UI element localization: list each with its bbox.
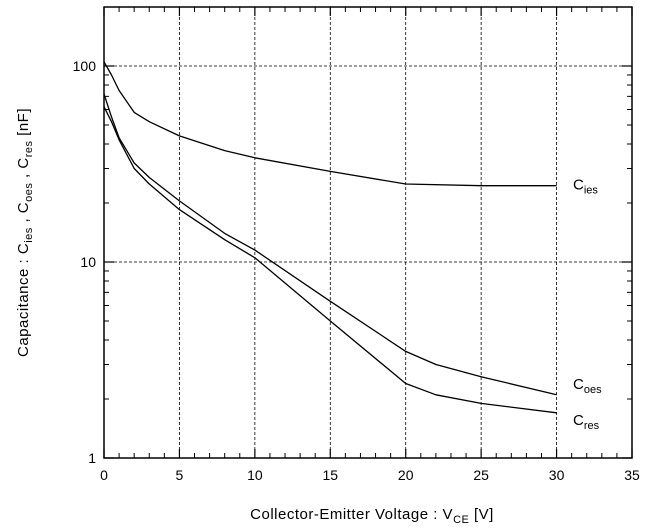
y-axis-label: Capacitance : Cies , Coes , Cres [nF] — [15, 108, 35, 357]
axis-ticks — [103, 7, 633, 459]
x-tick-label: 10 — [247, 467, 263, 483]
x-tick-label: 5 — [176, 467, 184, 483]
series-line-ies — [103, 61, 557, 187]
series-label-ies: Cies — [573, 177, 598, 197]
x-tick-label: 30 — [549, 467, 565, 483]
plot-frame — [103, 6, 633, 459]
series-labels: Cies Coes Cres — [573, 177, 602, 432]
y-tick-label: 10 — [80, 254, 96, 270]
x-axis-label: Collector-Emitter Voltage : VCE [V] — [250, 506, 494, 526]
series-label-oes: Coes — [573, 376, 602, 396]
grid-lines — [104, 7, 632, 458]
x-tick-label: 0 — [100, 467, 108, 483]
series-label-res: Cres — [573, 412, 600, 432]
tick-labels: 0 5 10 15 20 25 30 35 1 10 100 — [73, 58, 640, 483]
y-tick-label: 100 — [73, 58, 97, 74]
series-curves — [103, 61, 557, 414]
y-tick-label: 1 — [88, 450, 96, 466]
x-tick-label: 20 — [398, 467, 414, 483]
series-line-oes — [103, 93, 557, 396]
x-tick-label: 15 — [322, 467, 338, 483]
series-line-res — [103, 106, 557, 414]
x-tick-label: 35 — [624, 467, 640, 483]
x-tick-label: 25 — [473, 467, 489, 483]
